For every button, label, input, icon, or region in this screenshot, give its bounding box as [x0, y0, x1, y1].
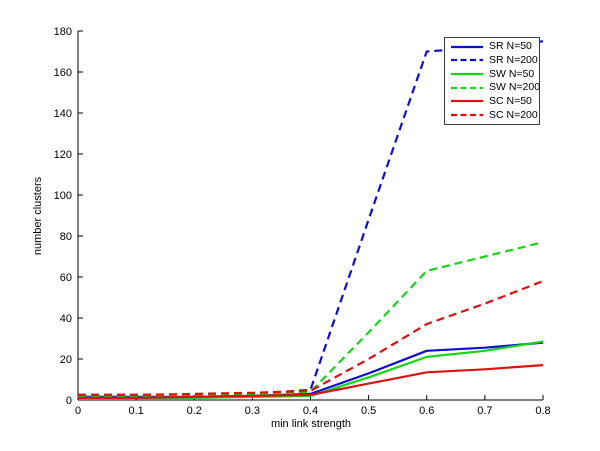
y-tick-label: 180 [54, 26, 72, 38]
legend-dashed-line-sample [451, 59, 483, 62]
x-tick-label: 0.1 [128, 405, 143, 417]
y-tick-label: 0 [66, 395, 72, 407]
x-tick-label: 0.6 [419, 405, 434, 417]
legend-item-sw-n-50: SW N=50 [450, 68, 539, 81]
y-tick-label: 60 [60, 272, 72, 284]
x-tick-label: 0.5 [361, 405, 376, 417]
x-tick-label: 0.8 [535, 405, 550, 417]
legend-label: SW N=200 [489, 81, 541, 94]
legend-label: SR N=200 [489, 53, 538, 66]
legend-solid-line-sample [451, 73, 483, 76]
series-line-sw-n-200 [78, 241, 544, 397]
x-tick-label: 0.3 [245, 405, 260, 417]
y-tick-label: 20 [60, 354, 72, 366]
legend-label: SW N=50 [489, 67, 535, 80]
legend: SR N=50 SR N=200 SW N=50 SW N=200 SC N=50 SC … [444, 37, 540, 125]
x-tick-label: 0 [75, 405, 81, 417]
y-tick-label: 40 [60, 313, 72, 325]
legend-item-sr-n-50: SR N=50 [450, 40, 539, 53]
legend-item-sw-n-200: SW N=200 [450, 81, 541, 94]
legend-item-sr-n-200: SR N=200 [450, 54, 539, 67]
y-tick-label: 80 [60, 231, 72, 243]
x-tick-label: 0.4 [303, 405, 318, 417]
legend-item-sc-n-200: SC N=200 [450, 109, 539, 122]
series-line-sc-n-50 [78, 364, 544, 399]
legend-dashed-line-sample [451, 114, 483, 117]
legend-label: SR N=50 [489, 40, 532, 53]
x-tick-label: 0.2 [187, 405, 202, 417]
x-axis-label: min link strength [270, 418, 352, 430]
y-tick-label: 120 [54, 149, 72, 161]
y-tick-label: 100 [54, 190, 72, 202]
legend-item-sc-n-50: SC N=50 [450, 95, 539, 108]
x-tick-label: 0.7 [477, 405, 492, 417]
legend-dashed-line-sample [451, 86, 483, 89]
y-tick-label: 140 [54, 108, 72, 120]
y-axis-label: number clusters [32, 176, 44, 256]
legend-label: SC N=50 [489, 94, 532, 107]
legend-solid-line-sample [451, 100, 483, 103]
legend-label: SC N=200 [489, 108, 538, 121]
y-tick-label: 160 [54, 67, 72, 79]
legend-solid-line-sample [451, 45, 483, 48]
series-line-sc-n-200 [78, 280, 544, 396]
